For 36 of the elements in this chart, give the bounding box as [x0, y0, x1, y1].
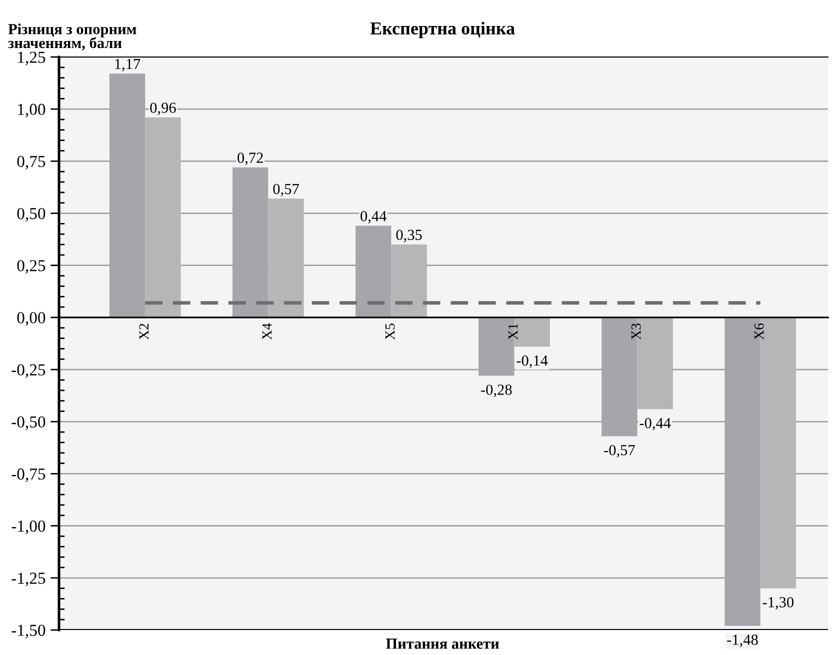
data-label: -0,28: [481, 384, 512, 398]
x-tick-label: X4: [262, 323, 272, 340]
y-axis-title: Різниця з опорним значенням, бали: [8, 24, 136, 50]
bar: [391, 244, 427, 318]
y-tick-label: -0,75: [12, 468, 46, 482]
x-tick-label: X1: [508, 324, 518, 340]
x-tick-label: X5: [385, 324, 395, 340]
data-label: 0,35: [396, 230, 422, 242]
data-label: -0,44: [640, 418, 671, 430]
y-tick-label: 0,50: [17, 208, 46, 222]
y-tick-label: 0,75: [17, 156, 46, 170]
x-tick-label: X3: [631, 324, 641, 340]
y-tick-label: -0,25: [12, 364, 46, 378]
chart-title: Експертна оцінка: [370, 22, 515, 38]
y-tick-label: 1,00: [18, 104, 46, 118]
x-tick-label: X6: [754, 323, 764, 340]
data-label: -1,30: [762, 597, 794, 610]
data-label: -0,14: [516, 355, 548, 368]
data-label: 0,96: [150, 102, 176, 116]
y-tick-label: -0,50: [12, 416, 46, 430]
y-tick-label: 0,00: [17, 312, 46, 326]
x-tick-label: X2: [139, 324, 148, 340]
y-tick-label: -1,00: [12, 520, 46, 534]
data-label: 1,17: [115, 58, 140, 72]
bar: [268, 198, 304, 318]
y-tick-label: 0,25: [17, 260, 46, 274]
data-label: -1,48: [727, 634, 758, 648]
x-axis-title: Питання анкети: [386, 638, 499, 649]
bar: [145, 117, 181, 318]
y-tick-label: -1,50: [12, 624, 46, 638]
data-label: -0,57: [604, 444, 635, 458]
data-label: 0,44: [360, 210, 386, 224]
y-tick-label: -1,25: [12, 572, 46, 586]
data-label: 0,57: [273, 184, 299, 196]
data-label: 0,72: [238, 152, 263, 166]
y-tick-label: 1,25: [18, 52, 46, 66]
